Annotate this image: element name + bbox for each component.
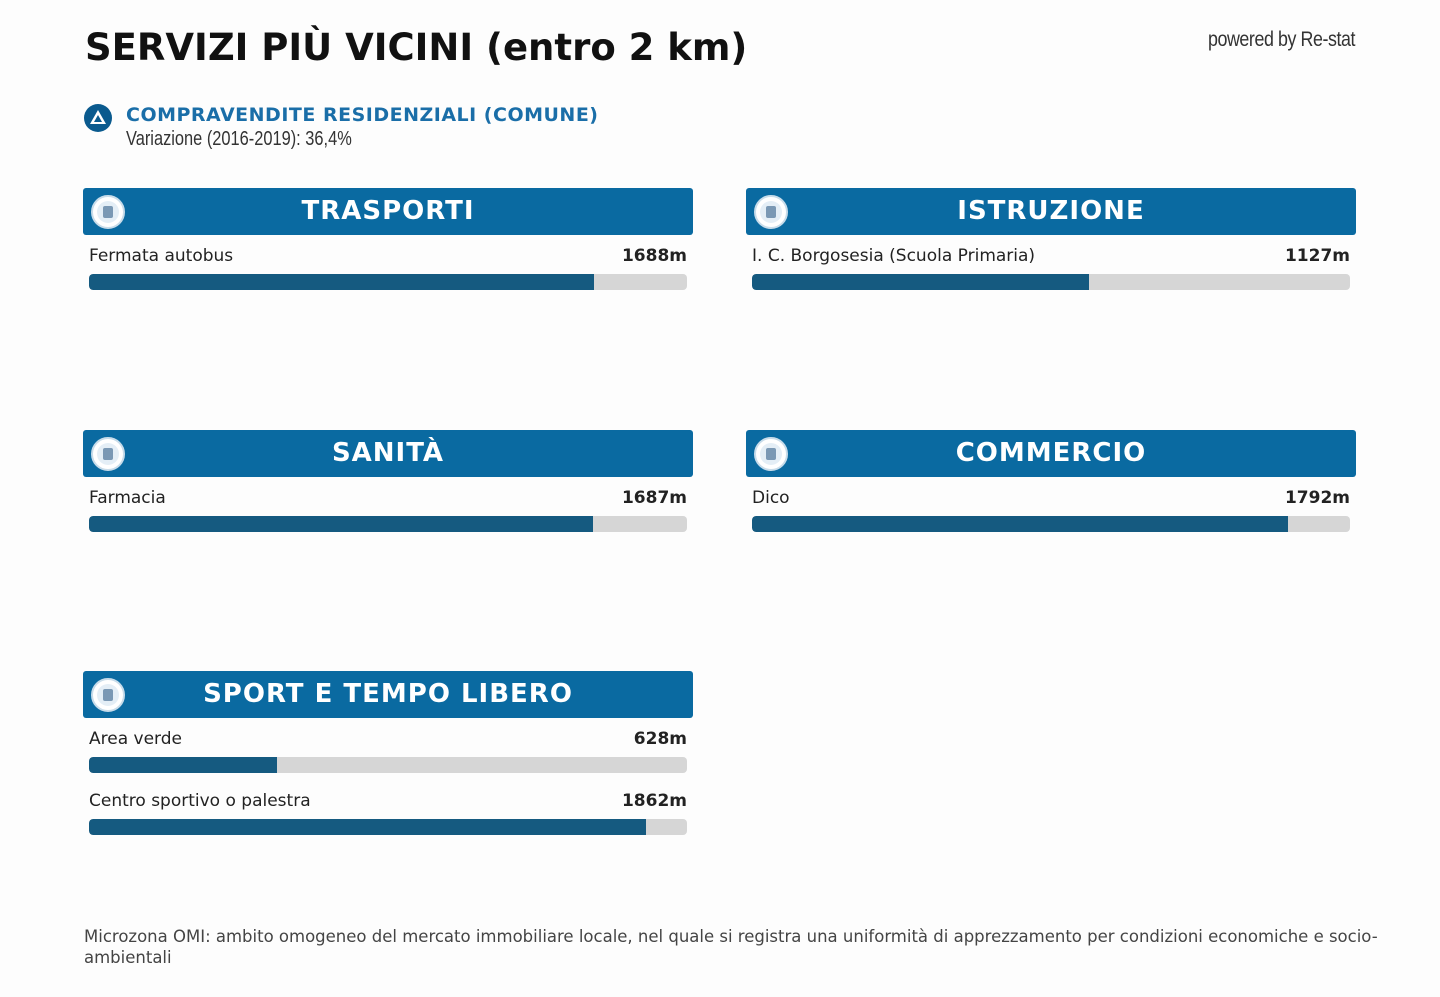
section-panel: ISTRUZIONE I. C. Borgosesia (Scuola Prima… xyxy=(746,188,1356,310)
page-title: SERVIZI PIÙ VICINI (entro 2 km) xyxy=(85,26,748,69)
section-title: ISTRUZIONE xyxy=(957,196,1145,226)
summary-text: Variazione (2016-2019): 36,4% xyxy=(126,128,352,150)
item-distance: 628m xyxy=(633,729,687,749)
item-name: Farmacia xyxy=(89,487,166,508)
item-name: I. C. Borgosesia (Scuola Primaria) xyxy=(752,246,1036,266)
section-icon xyxy=(754,436,788,471)
section-header: SPORT E TEMPO LIBERO xyxy=(83,671,693,718)
item-name: Centro sportivo o palestra xyxy=(89,791,311,811)
item-name: Dico xyxy=(752,487,790,508)
bar-track xyxy=(752,274,1350,290)
section-icon xyxy=(91,436,125,471)
section-icon xyxy=(91,195,125,229)
section-panel: TRASPORTI Fermata autobus 1688m xyxy=(83,188,693,310)
item-distance: 1688m xyxy=(621,246,687,266)
item-name: Area verde xyxy=(89,729,182,749)
item-distance: 1687m xyxy=(621,487,687,508)
item-distance: 1127m xyxy=(1284,246,1350,266)
section-header: ISTRUZIONE xyxy=(746,188,1356,235)
section-panel: SPORT E TEMPO LIBERO Area verde 628m Centro… xyxy=(83,671,693,855)
item-distance: 1792m xyxy=(1284,487,1350,508)
distance-bar xyxy=(89,757,277,773)
section-title: SPORT E TEMPO LIBERO xyxy=(203,679,573,709)
summary-icon xyxy=(84,104,112,132)
distance-bar xyxy=(89,274,594,290)
bar-track xyxy=(752,515,1350,532)
item-distance: 1862m xyxy=(621,791,687,811)
footnote: Microzona OMI: ambito omogeneo del merca… xyxy=(84,927,1378,967)
section-title: TRASPORTI xyxy=(301,196,475,226)
bar-track xyxy=(89,757,687,773)
section-title: COMMERCIO xyxy=(955,437,1147,468)
section-panel: SANITÀ Farmacia 1687m xyxy=(83,429,693,552)
section-icon xyxy=(91,678,125,712)
summary-title: COMPRAVENDITE RESIDENZIALI (COMUNE) xyxy=(126,104,599,126)
section-header: COMMERCIO xyxy=(746,429,1356,477)
distance-bar xyxy=(752,515,1288,532)
distance-bar xyxy=(752,274,1089,290)
powered-by: powered by Re-stat xyxy=(1207,28,1356,51)
section-panel: COMMERCIO Dico 1792m xyxy=(746,429,1356,552)
item-name: Fermata autobus xyxy=(89,246,234,266)
section-icon xyxy=(754,195,788,229)
section-title: SANITÀ xyxy=(331,437,445,468)
section-header: TRASPORTI xyxy=(83,188,693,235)
bar-track xyxy=(89,515,687,532)
section-header: SANITÀ xyxy=(83,429,693,477)
distance-bar xyxy=(89,515,594,532)
bar-track xyxy=(89,274,687,290)
bar-track xyxy=(89,819,687,835)
distance-bar xyxy=(89,819,646,835)
